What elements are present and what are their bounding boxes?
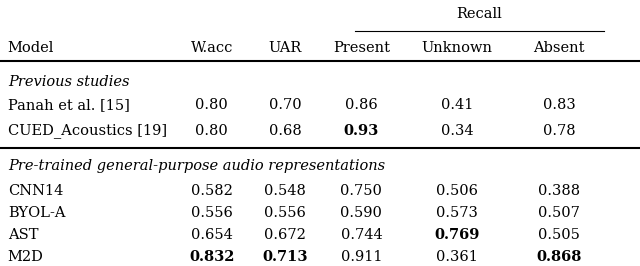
- Text: 0.86: 0.86: [345, 98, 378, 112]
- Text: CNN14: CNN14: [8, 184, 63, 198]
- Text: 0.506: 0.506: [436, 184, 478, 198]
- Text: 0.590: 0.590: [340, 206, 382, 220]
- Text: 0.80: 0.80: [195, 98, 228, 112]
- Text: 0.750: 0.750: [340, 184, 382, 198]
- Text: 0.34: 0.34: [441, 124, 474, 138]
- Text: AST: AST: [8, 228, 38, 242]
- Text: BYOL-A: BYOL-A: [8, 206, 65, 220]
- Text: Pre-trained general-purpose audio representations: Pre-trained general-purpose audio repres…: [8, 159, 385, 173]
- Text: 0.548: 0.548: [264, 184, 306, 198]
- Text: Previous studies: Previous studies: [8, 75, 129, 89]
- Text: 0.388: 0.388: [538, 184, 580, 198]
- Text: Recall: Recall: [456, 7, 502, 21]
- Text: 0.505: 0.505: [538, 228, 580, 242]
- Text: 0.68: 0.68: [269, 124, 301, 138]
- Text: UAR: UAR: [268, 41, 301, 55]
- Text: Panah et al. [15]: Panah et al. [15]: [8, 98, 130, 112]
- Text: Unknown: Unknown: [422, 41, 493, 55]
- Text: 0.507: 0.507: [538, 206, 580, 220]
- Text: 0.832: 0.832: [189, 250, 234, 264]
- Text: 0.556: 0.556: [191, 206, 232, 220]
- Text: 0.556: 0.556: [264, 206, 306, 220]
- Text: 0.582: 0.582: [191, 184, 232, 198]
- Text: 0.654: 0.654: [191, 228, 232, 242]
- Text: M2D: M2D: [8, 250, 44, 264]
- Text: 0.769: 0.769: [435, 228, 480, 242]
- Text: 0.713: 0.713: [262, 250, 308, 264]
- Text: 0.41: 0.41: [441, 98, 473, 112]
- Text: 0.573: 0.573: [436, 206, 478, 220]
- Text: 0.93: 0.93: [344, 124, 379, 138]
- Text: 0.868: 0.868: [536, 250, 582, 264]
- Text: 0.672: 0.672: [264, 228, 306, 242]
- Text: W.acc: W.acc: [191, 41, 233, 55]
- Text: Absent: Absent: [533, 41, 585, 55]
- Text: Present: Present: [333, 41, 390, 55]
- Text: 0.78: 0.78: [543, 124, 575, 138]
- Text: 0.744: 0.744: [340, 228, 382, 242]
- Text: 0.80: 0.80: [195, 124, 228, 138]
- Text: 0.70: 0.70: [269, 98, 301, 112]
- Text: 0.911: 0.911: [340, 250, 382, 264]
- Text: 0.83: 0.83: [543, 98, 575, 112]
- Text: Model: Model: [8, 41, 54, 55]
- Text: CUED_Acoustics [19]: CUED_Acoustics [19]: [8, 124, 167, 139]
- Text: 0.361: 0.361: [436, 250, 478, 264]
